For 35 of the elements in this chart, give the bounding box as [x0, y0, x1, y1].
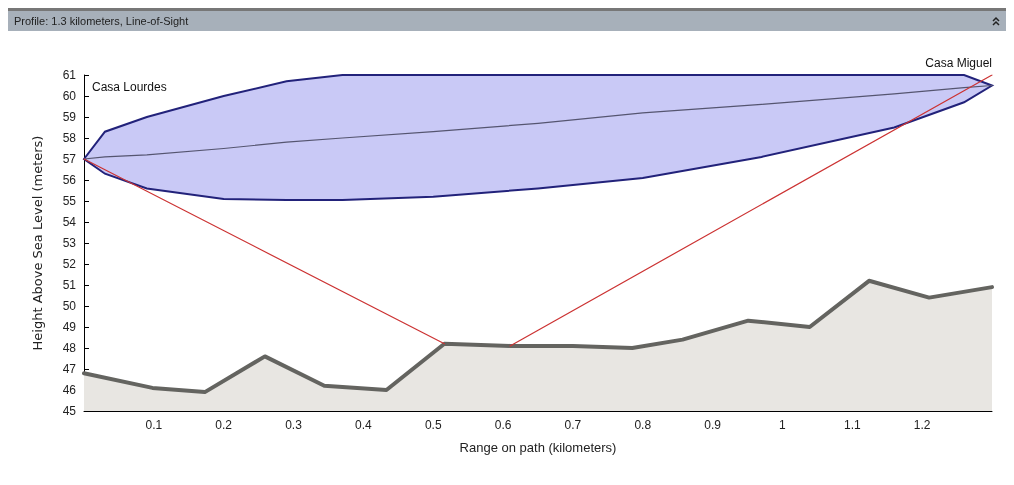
x-tick-label: 0.2: [215, 418, 233, 432]
y-axis-title: Height Above Sea Level (meters): [30, 135, 45, 351]
y-tick-label: 55: [62, 194, 77, 208]
y-tick-label: 60: [62, 89, 77, 103]
y-tick-label: 53: [62, 236, 77, 250]
y-tick-label: 51: [62, 278, 77, 292]
x-tick-label: 1: [779, 418, 787, 432]
y-tick-label: 59: [62, 110, 77, 124]
annotation: Casa Lourdes: [92, 80, 167, 94]
y-tick-label: 46: [62, 383, 77, 397]
y-tick-label: 45: [62, 404, 77, 418]
y-tick-label: 47: [62, 362, 77, 376]
y-tick-label: 58: [62, 131, 77, 145]
x-tick-label: 0.1: [145, 418, 163, 432]
y-tick-label: 57: [62, 152, 77, 166]
x-axis-title: Range on path (kilometers): [459, 440, 617, 455]
chart-title: Profile: 1.3 kilometers, Line-of-Sight: [14, 15, 189, 27]
x-tick-label: 0.9: [704, 418, 722, 432]
text: Casa Miguel: [925, 56, 993, 70]
line-series: [83, 84, 993, 160]
x-tick-label: 0.7: [564, 418, 582, 432]
y-tick-label: 56: [62, 173, 77, 187]
x-tick-label: 1.2: [913, 418, 931, 432]
y-tick-label: 61: [62, 68, 77, 82]
y-tick-label: 50: [62, 299, 77, 313]
y-tick-label: 49: [62, 320, 77, 334]
y-tick-label: 48: [62, 341, 77, 355]
y-tick-label: 54: [62, 215, 77, 229]
x-tick-label: 0.6: [494, 418, 512, 432]
x-tick-label: 0.3: [285, 418, 303, 432]
x-tick-label: 1.1: [843, 418, 861, 432]
x-tick-label: 0.4: [355, 418, 373, 432]
x-tick-label: 0.8: [634, 418, 652, 432]
x-tick-label: 0.5: [424, 418, 442, 432]
y-tick-label: 52: [62, 257, 77, 271]
